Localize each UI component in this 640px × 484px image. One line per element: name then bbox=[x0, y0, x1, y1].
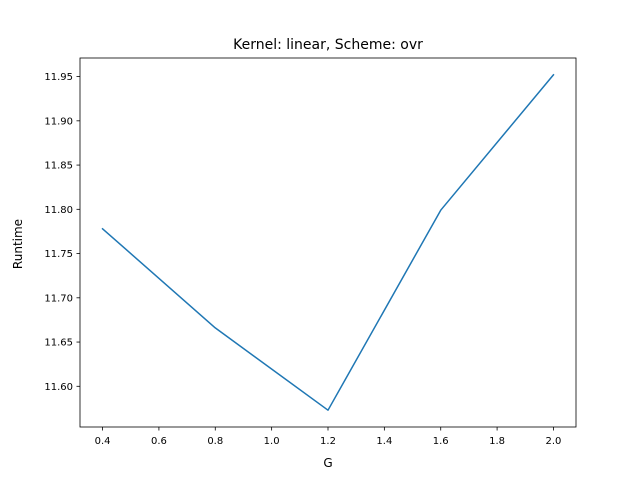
x-tick-label: 1.0 bbox=[264, 436, 280, 447]
y-axis-label: Runtime bbox=[11, 219, 25, 269]
chart-title: Kernel: linear, Scheme: ovr bbox=[233, 37, 423, 53]
x-tick-label: 0.8 bbox=[207, 436, 223, 447]
x-tick-label: 1.2 bbox=[320, 436, 336, 447]
x-tick-label: 1.8 bbox=[489, 436, 505, 447]
y-tick-label: 11.75 bbox=[44, 249, 73, 260]
plot-frame bbox=[79, 57, 577, 428]
axes: 0.4 0.6 0.8 1.0 1.2 1.4 1.6 1.8 2.0 11.60 11.65 11.… bbox=[44, 57, 577, 447]
series-line-0 bbox=[101, 73, 555, 411]
y-tick-label: 11.65 bbox=[44, 338, 73, 349]
x-tick-label: 0.4 bbox=[95, 436, 111, 447]
x-tick-label: 2.0 bbox=[546, 436, 562, 447]
y-tick-label: 11.70 bbox=[44, 293, 73, 304]
y-tick-label: 11.95 bbox=[44, 72, 73, 83]
y-tick-label: 11.85 bbox=[44, 161, 73, 172]
x-tick-label: 1.6 bbox=[433, 436, 449, 447]
y-tick-label: 11.90 bbox=[44, 116, 73, 127]
x-tick-label: 1.4 bbox=[376, 436, 392, 447]
x-tick-label: 0.6 bbox=[151, 436, 167, 447]
y-tick-label: 11.60 bbox=[44, 382, 73, 393]
x-axis-label: G bbox=[323, 456, 332, 470]
y-tick-label: 11.80 bbox=[44, 205, 73, 216]
